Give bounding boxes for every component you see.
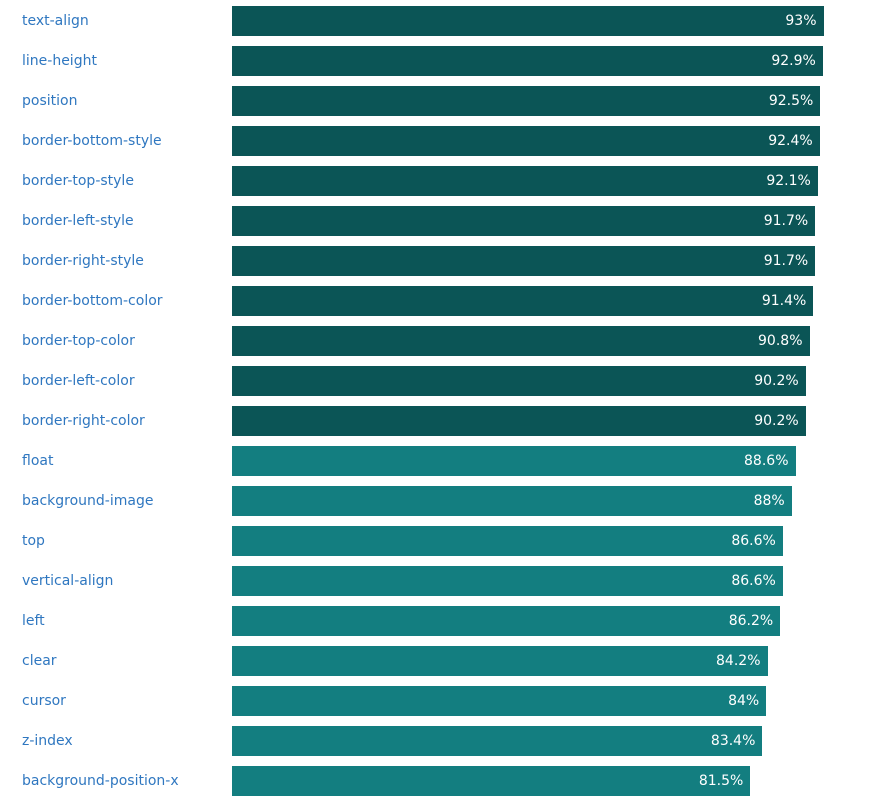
chart-row: vertical-align 86.6% — [0, 566, 879, 596]
category-label[interactable]: z-index — [22, 733, 73, 749]
bar: 91.7% — [232, 206, 816, 236]
bar: 90.2% — [232, 366, 806, 396]
value-label: 91.7% — [763, 213, 809, 229]
value-label: 91.7% — [763, 253, 809, 269]
value-label: 92.1% — [766, 173, 811, 189]
chart-row: float 88.6% — [0, 446, 879, 476]
chart-row: border-right-style 91.7% — [0, 246, 879, 276]
chart-row: background-position-x 81.5% — [0, 766, 879, 796]
chart-row: z-index 83.4% — [0, 726, 879, 756]
value-label: 90.8% — [758, 333, 803, 349]
bar: 81.5% — [232, 766, 751, 796]
category-label[interactable]: border-top-color — [22, 333, 135, 349]
category-label[interactable]: background-position-x — [22, 773, 179, 789]
bar: 90.2% — [232, 406, 806, 436]
value-label: 90.2% — [754, 413, 799, 429]
chart-row: line-height 92.9% — [0, 46, 879, 76]
bar: 88% — [232, 486, 792, 516]
chart-row: border-top-style 92.1% — [0, 166, 879, 196]
value-label: 88% — [753, 493, 785, 509]
bar: 86.6% — [232, 526, 783, 556]
bar: 88.6% — [232, 446, 796, 476]
category-label[interactable]: vertical-align — [22, 573, 114, 589]
category-label[interactable]: text-align — [22, 13, 89, 29]
value-label: 86.6% — [731, 573, 776, 589]
chart-row: cursor 84% — [0, 686, 879, 716]
bar: 92.9% — [232, 46, 823, 76]
value-label: 90.2% — [754, 373, 799, 389]
value-label: 84.2% — [716, 653, 761, 669]
bar: 86.2% — [232, 606, 781, 636]
value-label: 86.6% — [731, 533, 776, 549]
bar: 86.6% — [232, 566, 783, 596]
chart-row: border-bottom-color 91.4% — [0, 286, 879, 316]
category-label[interactable]: border-bottom-color — [22, 293, 163, 309]
value-label: 83.4% — [710, 733, 756, 749]
chart-row: text-align 93% — [0, 6, 879, 36]
category-label[interactable]: border-right-style — [22, 253, 144, 269]
chart-row: position 92.5% — [0, 86, 879, 116]
value-label: 92.9% — [771, 53, 816, 69]
value-label: 92.4% — [768, 133, 813, 149]
category-label[interactable]: background-image — [22, 493, 154, 509]
bar: 83.4% — [232, 726, 763, 756]
bar: 84% — [232, 686, 767, 716]
value-label: 84% — [728, 693, 760, 709]
bar: 93% — [232, 6, 824, 36]
value-label: 81.5% — [698, 773, 744, 789]
chart-row: left 86.2% — [0, 606, 879, 636]
value-label: 92.5% — [768, 93, 814, 109]
chart-row: border-left-color 90.2% — [0, 366, 879, 396]
chart-row: border-bottom-style 92.4% — [0, 126, 879, 156]
chart-row: clear 84.2% — [0, 646, 879, 676]
value-label: 93% — [785, 13, 817, 29]
category-label[interactable]: float — [22, 453, 54, 469]
bar: 92.1% — [232, 166, 818, 196]
category-label[interactable]: border-left-color — [22, 373, 135, 389]
bar: 92.4% — [232, 126, 820, 156]
bar: 91.4% — [232, 286, 814, 316]
chart-row: border-top-color 90.8% — [0, 326, 879, 356]
chart-row: background-image 88% — [0, 486, 879, 516]
chart-row: border-right-color 90.2% — [0, 406, 879, 436]
value-label: 88.6% — [744, 453, 789, 469]
bar: 84.2% — [232, 646, 768, 676]
value-label: 86.2% — [728, 613, 774, 629]
category-label[interactable]: cursor — [22, 693, 66, 709]
chart-row: border-left-style 91.7% — [0, 206, 879, 236]
category-label[interactable]: border-top-style — [22, 173, 134, 189]
bar: 91.7% — [232, 246, 816, 276]
value-label: 91.4% — [761, 293, 807, 309]
category-label[interactable]: line-height — [22, 53, 97, 69]
bar: 92.5% — [232, 86, 821, 116]
category-label[interactable]: position — [22, 93, 78, 109]
category-label[interactable]: left — [22, 613, 45, 629]
category-label[interactable]: border-bottom-style — [22, 133, 162, 149]
category-label[interactable]: border-right-color — [22, 413, 145, 429]
category-label[interactable]: clear — [22, 653, 57, 669]
chart-row: top 86.6% — [0, 526, 879, 556]
bar: 90.8% — [232, 326, 810, 356]
category-label[interactable]: border-left-style — [22, 213, 134, 229]
category-label[interactable]: top — [22, 533, 45, 549]
